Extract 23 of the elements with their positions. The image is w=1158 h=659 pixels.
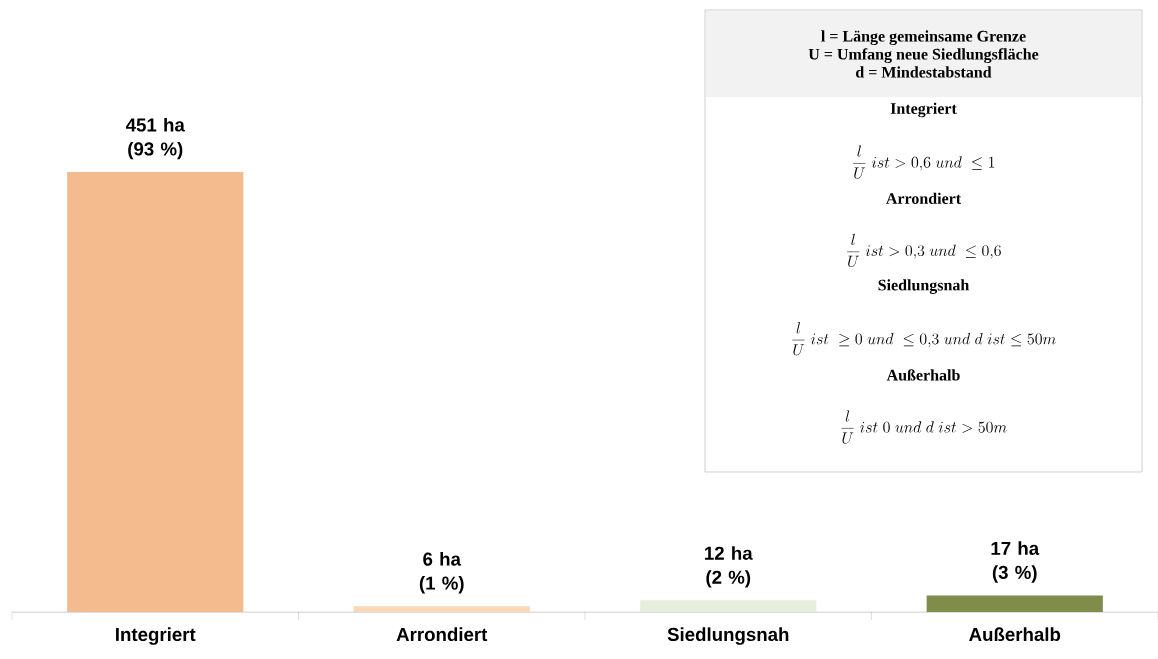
text: d = Mindestabstand bbox=[856, 66, 992, 78]
data-label: 6 ha (1 %) bbox=[419, 552, 464, 594]
annotation: $\frac{l}{U}\ ist > 0{,}6\ und\ \le 1$ bbox=[853, 145, 995, 179]
bar bbox=[353, 606, 530, 612]
bar bbox=[67, 171, 244, 612]
annotation: $\frac{l}{U}\ ist > 0{,}3\ und\ \le 0{,}6$ bbox=[847, 233, 1001, 268]
x-tick-label: Siedlungsnah bbox=[667, 627, 789, 645]
annotation: Außerhalb bbox=[886, 369, 960, 381]
data-label: 17 ha (3 %) bbox=[991, 541, 1040, 583]
annotation: Siedlungsnah bbox=[878, 279, 970, 294]
data-label: 12 ha (2 %) bbox=[705, 546, 753, 588]
x-tick-label: Arrondiert bbox=[396, 627, 488, 642]
text: Integriert bbox=[890, 102, 957, 118]
annotation: Arrondiert bbox=[886, 192, 962, 204]
x-tick-label: Außerhalb bbox=[969, 627, 1061, 642]
data-label: 451 ha (93 %) bbox=[125, 117, 185, 160]
text: U = Umfang neue Siedlungsfläche bbox=[808, 48, 1039, 63]
text: l = Länge gemeinsame Grenze bbox=[821, 30, 1026, 45]
bar bbox=[640, 600, 817, 612]
annotation: $\frac{l}{U}\ ist\ 0\ und\ d\ ist > 50m$ bbox=[841, 410, 1007, 444]
bar bbox=[926, 595, 1103, 612]
x-tick-label: Integriert bbox=[116, 627, 196, 645]
annotation: $\frac{l}{U}\ ist\ \ge 0\ und\ \le 0{,}3\ und\ d\ ist \le 50m$ bbox=[792, 322, 1056, 356]
